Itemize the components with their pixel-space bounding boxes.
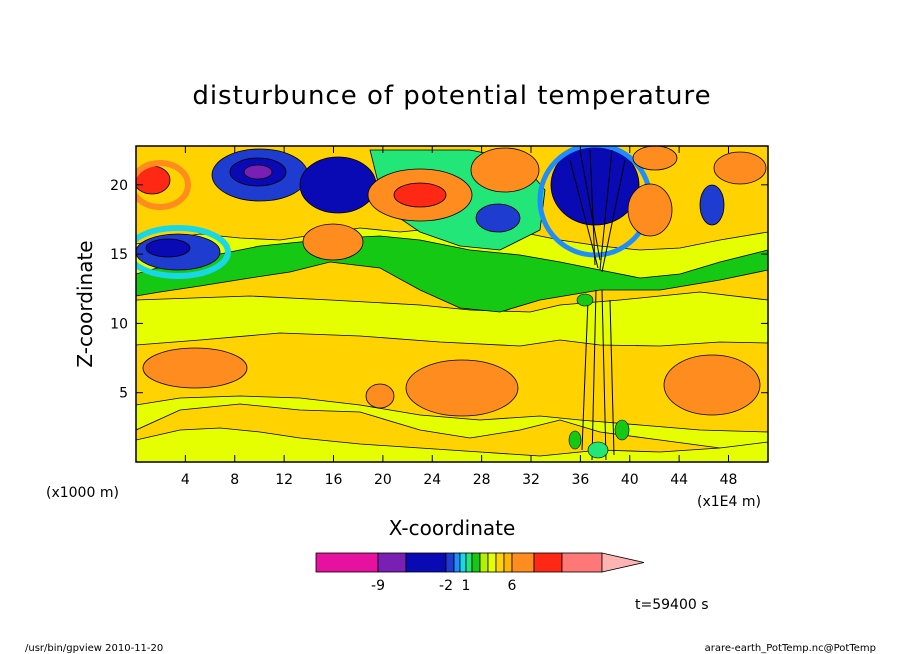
colorbar-swatch [511, 552, 535, 573]
colorbar-label: 6 [508, 578, 517, 594]
colorbar-swatch [315, 552, 379, 573]
y-unit-label: (x1000 m) [46, 485, 119, 501]
anomaly-blue-right [699, 184, 725, 226]
x-tick-label: 16 [325, 472, 343, 488]
plume-streaks [569, 149, 626, 461]
colorbar-arrow [601, 552, 645, 573]
y-axis-label: Z-coordinate [73, 240, 97, 367]
anomaly-orange-right [470, 147, 540, 193]
colorbar-swatch [459, 552, 467, 573]
colorbar-swatch [465, 552, 473, 573]
y-axis: 5 10 15 20 [110, 178, 768, 402]
x-tick-label: 4 [181, 472, 190, 488]
anomaly-red-center [393, 182, 447, 208]
anomaly-orange-topleft [136, 160, 191, 210]
anomaly-orange-plume [627, 183, 673, 237]
colorbar-swatch [453, 552, 461, 573]
colorbar-swatch [487, 552, 497, 573]
colorbar-swatch [503, 552, 513, 573]
anomaly-orange-lower-right [663, 354, 761, 416]
x-tick-label: 20 [374, 472, 392, 488]
anomaly-blue-top2 [299, 156, 377, 214]
y-tick-label: 5 [119, 386, 128, 402]
colorbar-label: -2 [439, 578, 453, 594]
footer-left: /usr/bin/gpview 2010-11-20 [25, 643, 163, 654]
x-tick-label: 24 [423, 472, 441, 488]
colorbar-swatch [405, 552, 447, 573]
x-tick-label: 40 [621, 472, 639, 488]
x-tick-label: 44 [670, 472, 688, 488]
anomaly-orange-lower-left [142, 347, 248, 389]
chart-title: disturbunce of potential temperature [192, 81, 711, 111]
colorbar-label: -9 [371, 578, 385, 594]
band-lower-yellow [136, 427, 768, 462]
x-tick-label: 48 [720, 472, 738, 488]
anomaly-cyan-left [136, 225, 231, 279]
anomaly-blue-mid [475, 203, 521, 233]
colorbar-swatch [561, 552, 603, 573]
time-label: t=59400 s [635, 597, 709, 613]
plot-frame [135, 145, 769, 463]
colorbar-swatch [445, 552, 455, 573]
y-tick-label: 15 [110, 247, 128, 263]
anomaly-orange-mid [302, 223, 364, 261]
footer-right: arare-earth_PotTemp.nc@PotTemp [705, 643, 876, 654]
anomaly-orange-small [365, 383, 395, 409]
anomaly-navy-left [145, 238, 191, 258]
colorbar-swatch [377, 552, 407, 573]
anomaly-blue-plume [550, 146, 640, 226]
x-tick-label: 36 [571, 472, 589, 488]
x-axis-label: X-coordinate [389, 516, 516, 540]
colorbar [315, 552, 645, 573]
x-tick-label: 32 [522, 472, 540, 488]
x-unit-label: (x1E4 m) [697, 494, 761, 510]
plume-green-blobs [568, 293, 630, 459]
y-tick-label: 10 [110, 316, 128, 332]
x-tick-label: 28 [473, 472, 491, 488]
x-tick-label: 8 [230, 472, 239, 488]
anomaly-purple-top [243, 164, 273, 180]
colorbar-labels: -9 -2 1 6 [371, 578, 517, 594]
anomaly-orange-lower-mid [405, 359, 519, 417]
colorbar-swatch [495, 552, 505, 573]
colorbar-label: 1 [462, 578, 471, 594]
anomaly-orange-right-top [713, 151, 767, 185]
colorbar-swatch [471, 552, 481, 573]
anomaly-orange-plume-top [632, 146, 678, 171]
colorbar-swatch [533, 552, 563, 573]
colorbar-swatch [479, 552, 489, 573]
y-tick-label: 20 [110, 178, 128, 194]
x-axis: 4 8 12 16 20 24 28 32 36 40 44 48 [181, 146, 738, 488]
x-tick-label: 12 [275, 472, 293, 488]
